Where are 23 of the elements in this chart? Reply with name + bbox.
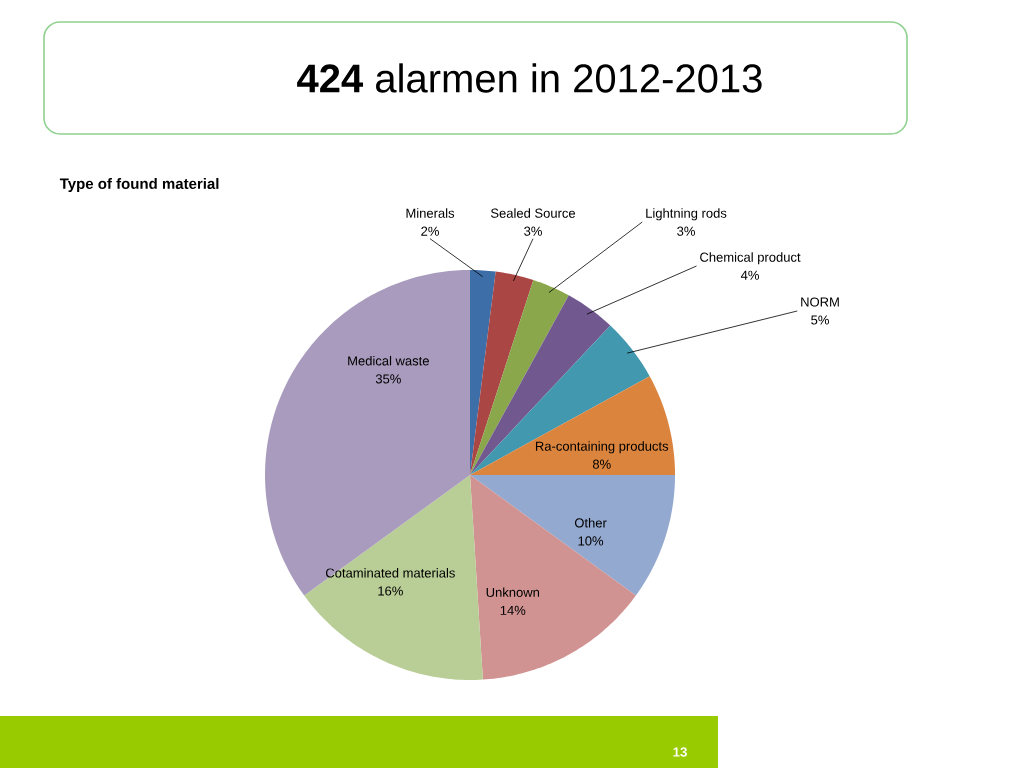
data-label: 8% — [592, 459, 611, 469]
data-label: 3% — [524, 226, 542, 236]
slice-label: Other — [574, 517, 607, 528]
data-label: 35% — [375, 374, 401, 384]
slice-label: Cotaminated materials — [325, 568, 455, 578]
chart-title: 424 alarmen in 2012-2013 — [297, 63, 762, 93]
slice-label: Ra-containing products — [535, 441, 669, 454]
slice-label: Medical waste — [348, 355, 429, 366]
slice-label: Minerals — [406, 208, 455, 218]
data-label: 5% — [811, 315, 829, 325]
text: Type of found material — [59, 178, 219, 192]
data-label: 2% — [421, 226, 439, 236]
data-label: 3% — [677, 226, 695, 236]
slice-label: Unknown — [486, 587, 540, 597]
data-label: 4% — [740, 270, 759, 280]
slice-label: Lightning rods — [646, 208, 727, 221]
data-label: 14% — [500, 605, 526, 615]
data-label: 16% — [378, 586, 403, 596]
slice-label: Sealed Source — [490, 208, 576, 218]
data-label: 10% — [578, 536, 604, 546]
slice-label: Chemical product — [700, 252, 801, 265]
slice-label: NORM — [801, 297, 839, 307]
text: 13 — [673, 747, 687, 757]
